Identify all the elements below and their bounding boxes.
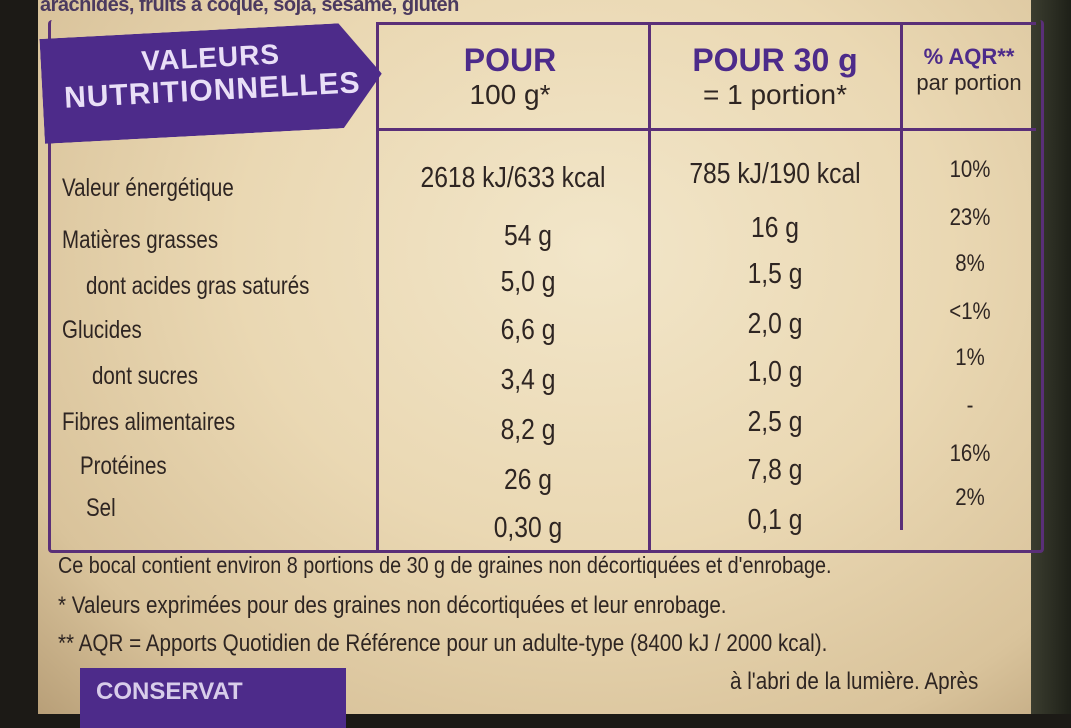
row-label-fibre: Fibres alimentaires <box>62 408 236 436</box>
row-fibre-aqr: - <box>966 392 974 419</box>
footnote-values: * Valeurs exprimées pour des graines non… <box>58 592 727 619</box>
row-label-salt: Sel <box>86 494 116 522</box>
row-label-fat: Matières grasses <box>62 226 219 254</box>
row-label-protein: Protéines <box>80 452 167 480</box>
row-energy-aqr: 10% <box>949 156 991 183</box>
row-label-saturated: dont acides gras saturés <box>86 272 310 300</box>
row-saturated-per100: 5,0 g <box>500 266 556 298</box>
row-carbs-per30: 2,0 g <box>747 308 803 340</box>
row-carbs-per100: 6,6 g <box>500 314 556 346</box>
col-header-per30-line2: = 1 portion* <box>703 79 847 110</box>
row-protein-aqr: 16% <box>949 440 991 467</box>
row-saturated-aqr: 8% <box>955 250 985 277</box>
row-protein-per30: 7,8 g <box>747 454 803 486</box>
row-sugars-aqr: 1% <box>955 344 985 371</box>
col-header-aqr: % AQR** par portion <box>904 44 1034 96</box>
nutrition-values-banner: VALEURS NUTRITIONNELLES <box>39 21 384 144</box>
col-header-per100: POUR 100 g* <box>420 42 600 111</box>
col-header-per100-line2: 100 g* <box>469 79 551 110</box>
col-header-per100-line1: POUR <box>463 42 557 78</box>
row-carbs-aqr: <1% <box>949 298 991 325</box>
nutrition-table <box>48 20 1044 553</box>
storage-text: à l'abri de la lumière. Après <box>730 668 979 695</box>
row-fat-aqr: 23% <box>949 204 991 231</box>
row-saturated-per30: 1,5 g <box>747 258 803 290</box>
conservation-banner: CONSERVAT <box>80 668 346 728</box>
row-protein-per100: 26 g <box>504 464 552 496</box>
column-divider <box>900 22 903 530</box>
allergen-text: arachides, fruits à coque, soja, sésame,… <box>40 0 459 16</box>
col-header-aqr-line1: % AQR** <box>923 44 1015 69</box>
row-sugars-per30: 1,0 g <box>747 356 803 388</box>
row-label-sugars: dont sucres <box>92 362 198 390</box>
column-divider <box>376 22 379 550</box>
row-energy-per100: 2618 kJ/633 kcal <box>420 162 606 194</box>
header-top-line <box>376 22 1036 25</box>
header-divider <box>376 128 1036 131</box>
row-fat-per100: 54 g <box>504 220 552 252</box>
column-divider <box>648 22 651 550</box>
row-fibre-per30: 2,5 g <box>747 406 803 438</box>
row-label-energy: Valeur énergétique <box>62 174 234 202</box>
row-salt-per100: 0,30 g <box>493 512 563 544</box>
row-label-carbs: Glucides <box>62 316 142 344</box>
col-header-per30: POUR 30 g = 1 portion* <box>660 42 890 111</box>
row-fat-per30: 16 g <box>751 212 799 244</box>
jar-edge <box>1031 0 1071 714</box>
row-sugars-per100: 3,4 g <box>500 364 556 396</box>
footnote-aqr: ** AQR = Apports Quotidien de Référence … <box>58 630 828 657</box>
footnote-servings: Ce bocal contient environ 8 portions de … <box>58 552 832 578</box>
row-fibre-per100: 8,2 g <box>500 414 556 446</box>
row-salt-per30: 0,1 g <box>747 504 803 536</box>
col-header-per30-line1: POUR 30 g <box>692 42 858 78</box>
row-energy-per30: 785 kJ/190 kcal <box>689 158 861 190</box>
row-salt-aqr: 2% <box>955 484 985 511</box>
col-header-aqr-line2: par portion <box>916 70 1022 95</box>
